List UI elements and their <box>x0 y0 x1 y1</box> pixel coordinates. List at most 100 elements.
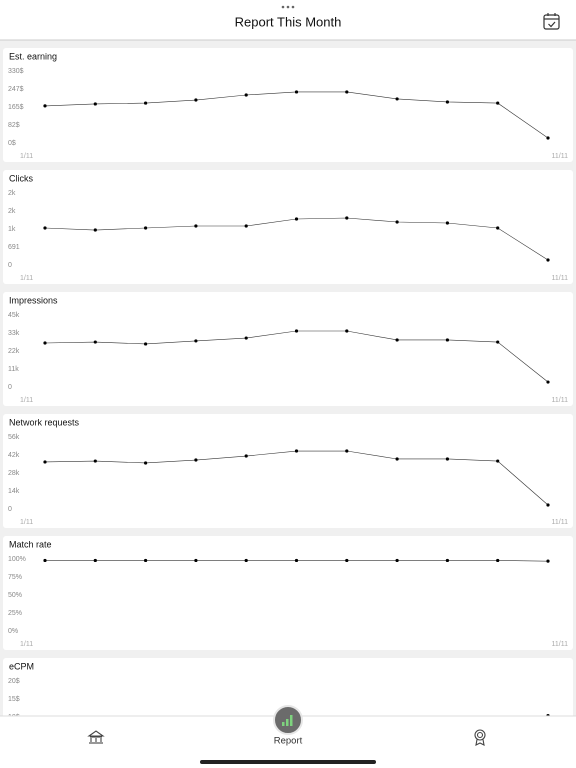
card-bg <box>3 48 573 162</box>
data-point <box>345 216 349 220</box>
y-tick-label: 247$ <box>8 86 24 93</box>
data-point <box>496 101 500 105</box>
data-point <box>395 338 399 342</box>
data-point <box>93 340 97 344</box>
data-point <box>244 93 248 97</box>
data-point <box>294 329 299 333</box>
chart-title: Clicks <box>9 173 33 183</box>
card-bg <box>3 292 573 406</box>
x-tick-label: 1/11 <box>20 397 33 404</box>
bank-tab[interactable] <box>87 730 105 744</box>
data-point <box>144 342 148 346</box>
data-point <box>144 461 148 465</box>
x-tick-label: 1/11 <box>20 519 33 526</box>
data-point <box>395 457 399 461</box>
y-tick-label: 0 <box>8 262 12 269</box>
y-tick-label: 82$ <box>8 122 20 129</box>
chart-card: Network requests 0 14k 28k 42k 56k 1/11 11/11 <box>3 414 573 528</box>
y-tick-label: 75% <box>8 574 22 581</box>
data-point <box>294 90 299 94</box>
data-point <box>345 329 349 333</box>
chart-title: eCPM <box>9 661 34 671</box>
y-tick-label: 2k <box>8 208 16 215</box>
chart-title: Est. earning <box>9 51 57 61</box>
data-point <box>445 338 449 342</box>
data-point <box>43 558 47 563</box>
y-tick-label: 0% <box>8 628 18 635</box>
y-tick-label: 28k <box>8 470 20 477</box>
card-bg <box>3 536 573 650</box>
data-point <box>93 459 97 463</box>
y-tick-label: 11k <box>8 366 19 373</box>
home-indicator <box>200 760 376 764</box>
y-tick-label: 15$ <box>8 696 20 703</box>
data-point <box>546 380 550 384</box>
y-tick-label: 691 <box>8 244 20 251</box>
data-point <box>445 457 449 461</box>
data-point <box>93 228 97 232</box>
data-point <box>244 336 248 340</box>
data-point <box>43 341 47 345</box>
data-point <box>43 460 47 464</box>
header: Report This Month <box>0 0 576 41</box>
data-point <box>496 558 500 563</box>
x-tick-label: 11/11 <box>552 519 569 526</box>
data-point <box>345 449 349 453</box>
chart-card: Match rate 0% 25% 50% 75% 100% 1/11 11/11 <box>3 536 573 650</box>
y-tick-label: 165$ <box>8 104 24 111</box>
chart-card: Impressions 0 11k 22k 33k 45k 1/11 11/11 <box>3 292 573 406</box>
chart-card: Est. earning 0$ 82$ 165$ 247$ 330$ 1/11 11/11 <box>3 48 573 162</box>
data-point <box>93 558 97 563</box>
tab-bar: Report <box>0 705 576 768</box>
y-tick-label: 100% <box>8 556 26 563</box>
chart-card: Clicks 0 691 1k 2k 2k 1/11 11/11 <box>3 170 573 284</box>
tab-label: Report <box>274 736 303 747</box>
y-tick-label: 56k <box>8 434 20 441</box>
data-point <box>194 458 198 462</box>
data-point <box>496 340 500 344</box>
data-point <box>144 101 148 105</box>
data-point <box>194 98 198 102</box>
data-point <box>395 220 399 224</box>
data-point <box>294 558 299 563</box>
x-tick-label: 1/11 <box>20 275 33 282</box>
y-tick-label: 330$ <box>8 68 24 75</box>
data-point <box>395 558 399 563</box>
report-tab[interactable]: Report <box>273 705 303 747</box>
y-tick-label: 33k <box>8 330 20 337</box>
award-tab[interactable] <box>474 729 486 746</box>
card-bg <box>3 414 573 528</box>
data-point <box>546 258 550 262</box>
more-dots[interactable] <box>281 5 295 9</box>
y-tick-label: 20$ <box>8 678 20 685</box>
y-tick-label: 0$ <box>8 140 16 147</box>
data-point <box>144 226 148 230</box>
chart-title: Impressions <box>9 295 58 305</box>
data-point <box>546 136 550 140</box>
data-point <box>294 217 299 221</box>
y-tick-label: 0 <box>8 384 12 391</box>
data-point <box>244 454 248 458</box>
data-point <box>445 221 449 225</box>
data-point <box>546 503 550 507</box>
data-point <box>445 558 449 563</box>
x-tick-label: 1/11 <box>20 641 33 648</box>
y-tick-label: 22k <box>8 348 20 355</box>
data-point <box>194 339 198 343</box>
x-tick-label: 1/11 <box>20 153 33 160</box>
x-tick-label: 11/11 <box>552 397 569 404</box>
y-tick-label: 0 <box>8 506 12 513</box>
x-tick-label: 11/11 <box>552 641 569 648</box>
y-tick-label: 45k <box>8 312 20 319</box>
data-point <box>244 224 248 228</box>
header-title: Report This Month <box>235 14 342 29</box>
data-point <box>496 459 500 463</box>
data-point <box>496 226 500 230</box>
chart-title: Match rate <box>9 539 52 549</box>
y-tick-label: 50% <box>8 592 22 599</box>
data-point <box>395 97 399 101</box>
y-tick-label: 2k <box>8 190 16 197</box>
calendar-button[interactable] <box>543 13 560 30</box>
